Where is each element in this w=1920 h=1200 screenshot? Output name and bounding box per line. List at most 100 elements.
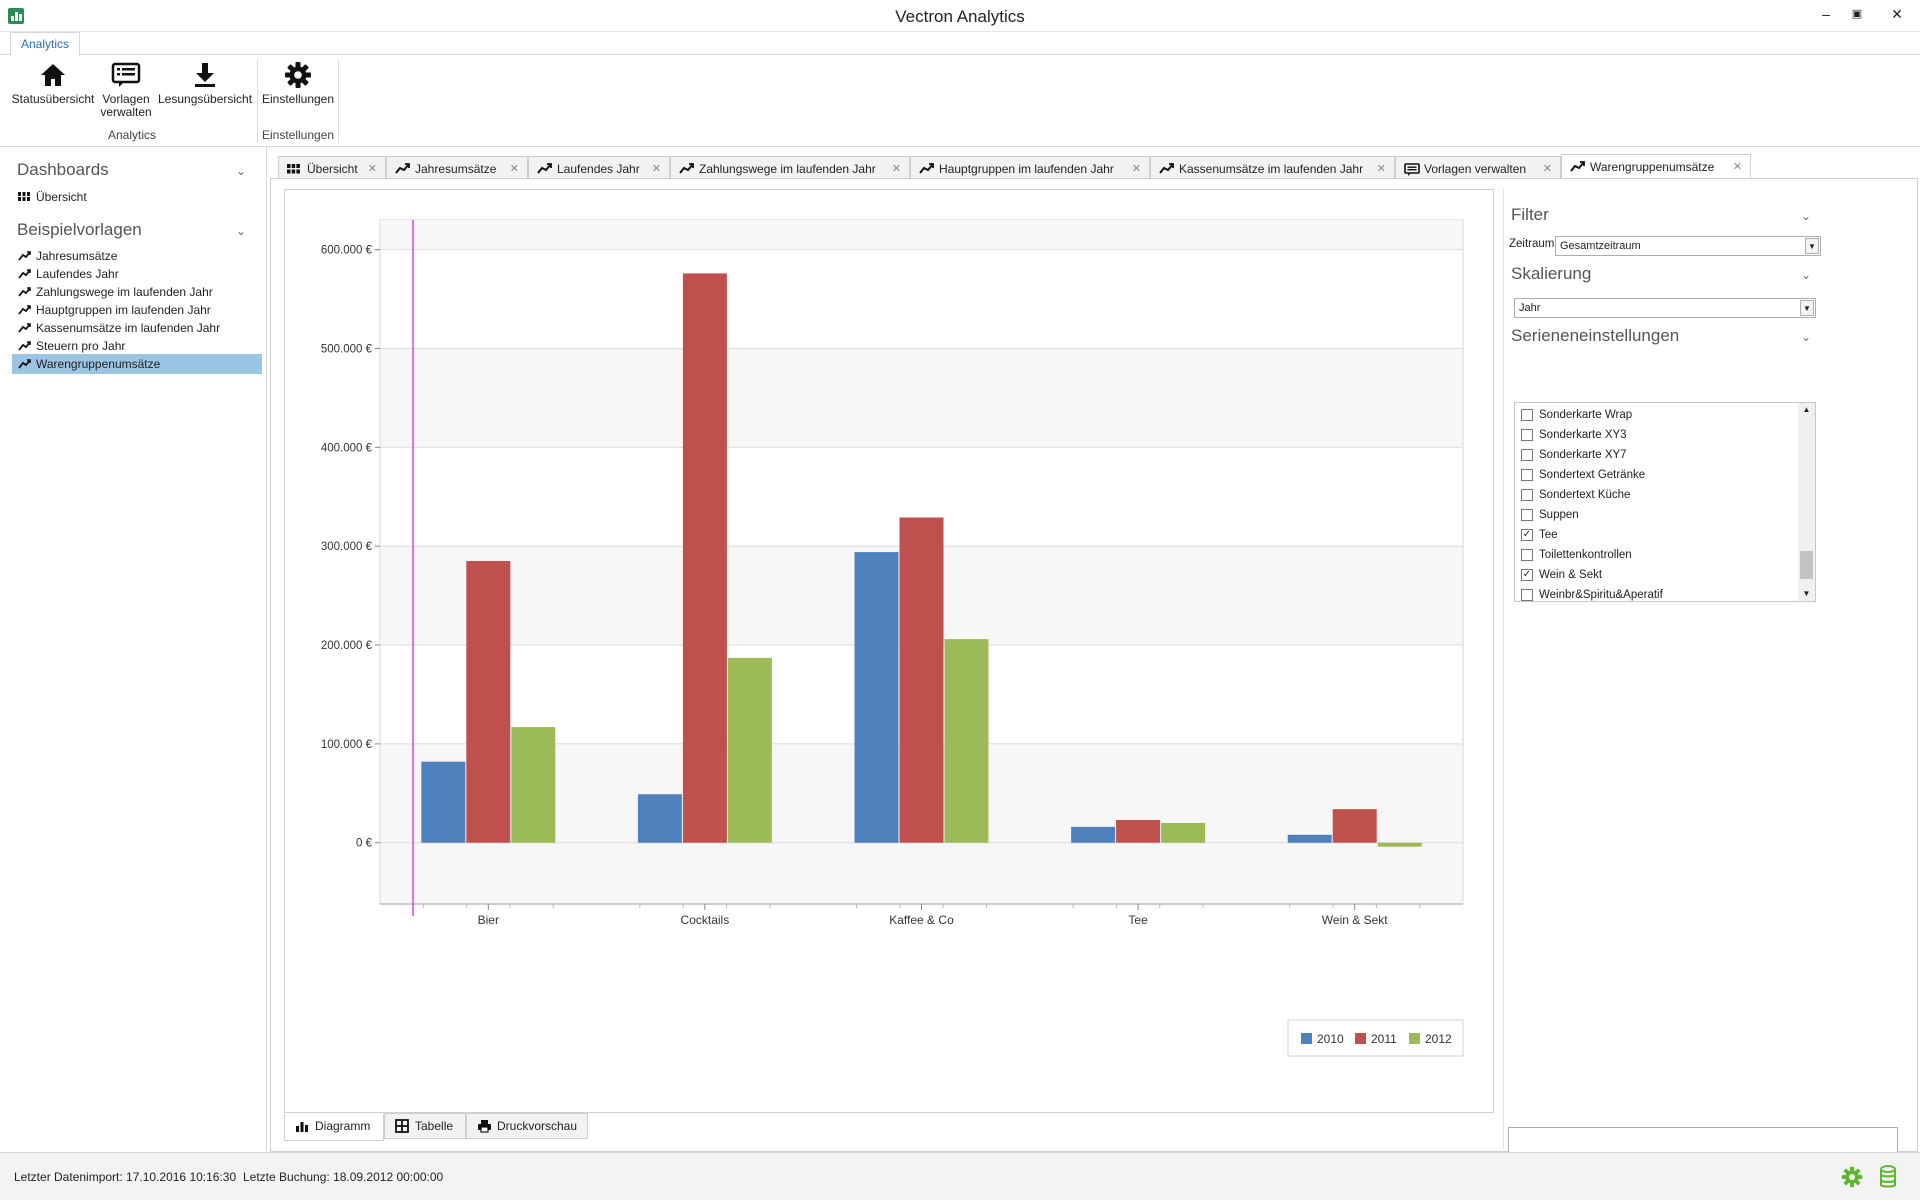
checkbox[interactable] [1521, 449, 1533, 461]
series-item[interactable]: Suppen [1521, 505, 1579, 525]
chevron-down-icon[interactable]: ⌄ [1801, 330, 1812, 344]
series-scrollbar[interactable]: ▲ ▼ [1798, 403, 1815, 601]
restore-button[interactable]: ▣ [1851, 8, 1863, 20]
ribbon-tab-analytics[interactable]: Analytics [10, 32, 80, 56]
tab-tabelle[interactable]: Tabelle [384, 1113, 466, 1139]
series-item[interactable]: Sondertext Küche [1521, 485, 1630, 505]
close-icon[interactable]: ✕ [1376, 163, 1386, 175]
checkbox[interactable] [1521, 509, 1533, 521]
checkbox[interactable] [1521, 489, 1533, 501]
navigation-panel: Dashboards ⌄ Übersicht Beispielvorlagen … [0, 147, 267, 1152]
series-item[interactable]: Sonderkarte XY7 [1521, 445, 1627, 465]
tab-document[interactable]: Zahlungswege im laufenden Jahr ✕ [670, 156, 910, 182]
series-item[interactable]: ✓ Tee [1521, 525, 1558, 545]
bar[interactable] [899, 517, 944, 843]
legend-swatch [1355, 1033, 1366, 1044]
series-item-label: Weinbr&Spiritu&Aperatif [1539, 589, 1663, 601]
legend [1287, 1019, 1464, 1057]
nav-item-template[interactable]: Laufendes Jahr [12, 264, 262, 284]
minimize-button[interactable]: – [1822, 6, 1830, 22]
bar[interactable] [1116, 819, 1161, 843]
series-item[interactable]: Sondertext Getränke [1521, 465, 1645, 485]
checkbox[interactable] [1521, 549, 1533, 561]
bar[interactable] [511, 727, 556, 843]
bar[interactable] [727, 657, 772, 843]
nav-item-template[interactable]: Steuern pro Jahr [12, 336, 262, 356]
chevron-up-icon[interactable]: ▲ [1802, 405, 1811, 414]
nav-item-template[interactable]: Warengruppenumsätze [12, 354, 262, 374]
bar[interactable] [1332, 809, 1377, 843]
tab-document[interactable]: Kassenumsätze im laufenden Jahr ✕ [1150, 156, 1395, 182]
bar[interactable] [1071, 826, 1116, 843]
nav-item-template[interactable]: Kassenumsätze im laufenden Jahr [12, 318, 262, 338]
chevron-down-icon[interactable]: ⌄ [236, 164, 247, 178]
series-item[interactable]: ✓ Wein & Sekt [1521, 565, 1602, 585]
scrollbar-thumb[interactable] [1800, 551, 1813, 579]
tab-document[interactable]: Warengruppenumsätze ✕ [1561, 154, 1751, 182]
series-item[interactable]: Weinbr&Spiritu&Aperatif [1521, 585, 1663, 601]
tab-document[interactable]: Übersicht ✕ [278, 156, 386, 182]
close-icon[interactable]: ✕ [1542, 163, 1552, 175]
bar[interactable] [421, 761, 466, 843]
series-item[interactable]: Sonderkarte Wrap [1521, 405, 1632, 425]
close-icon[interactable]: ✕ [509, 163, 519, 175]
bar[interactable] [854, 552, 899, 843]
zeitraum-select[interactable]: Gesamtzeitraum ▼ [1555, 236, 1821, 256]
filter-header[interactable]: Filter [1511, 205, 1549, 224]
search-input[interactable] [1508, 1127, 1898, 1155]
close-icon[interactable]: ✕ [367, 163, 377, 175]
bar[interactable] [1287, 834, 1332, 843]
skalierung-header[interactable]: Skalierung [1511, 264, 1592, 283]
bar[interactable] [637, 794, 682, 843]
statusuebersicht-label: Statusübersicht [11, 92, 95, 106]
checkbox[interactable] [1521, 429, 1533, 441]
beispielvorlagen-header[interactable]: Beispielvorlagen [17, 220, 142, 239]
tab-document[interactable]: Jahresumsätze ✕ [386, 156, 528, 182]
chevron-down-icon[interactable]: ⌄ [236, 224, 247, 238]
nav-item-uebersicht[interactable]: Übersicht [12, 186, 262, 208]
close-icon[interactable]: ✕ [651, 163, 661, 175]
statusuebersicht-button[interactable]: Statusübersicht [10, 61, 96, 106]
legend-label: 2012 [1425, 1032, 1452, 1046]
dashboards-header[interactable]: Dashboards [17, 160, 109, 179]
chevron-down-icon[interactable]: ▼ [1802, 589, 1811, 598]
bar[interactable] [682, 273, 727, 843]
bar-chart[interactable]: 0 € 100.000 € 200.000 € 300.000 € 400.000 € 5… [285, 190, 1493, 1112]
close-button[interactable]: ✕ [1891, 6, 1903, 22]
lesungsuebersicht-button[interactable]: Lesungsübersicht [158, 61, 252, 106]
tab-document[interactable]: Vorlagen verwalten ✕ [1395, 156, 1561, 182]
tab-document[interactable]: Hauptgruppen im laufenden Jahr ✕ [910, 156, 1150, 182]
chevron-down-icon[interactable]: ⌄ [1801, 209, 1812, 223]
checkbox-checked[interactable]: ✓ [1521, 569, 1533, 581]
title-bar: Vectron Analytics – ▣ ✕ [0, 0, 1920, 32]
gear-icon[interactable] [1841, 1166, 1863, 1188]
checkbox[interactable] [1521, 589, 1533, 601]
bar[interactable] [1377, 842, 1422, 847]
bar[interactable] [1161, 822, 1206, 843]
bar[interactable] [944, 639, 989, 843]
series-item[interactable]: Toilettenkontrollen [1521, 545, 1632, 565]
series-item[interactable]: Sonderkarte XY3 [1521, 425, 1627, 445]
tab-label: Kassenumsätze im laufenden Jahr [1179, 162, 1364, 176]
vorlagen-verwalten-button[interactable]: Vorlagen verwalten [98, 61, 154, 119]
zeitraum-label: Zeitraum [1509, 238, 1555, 250]
trend-icon [1159, 163, 1174, 174]
nav-item-template[interactable]: Zahlungswege im laufenden Jahr [12, 282, 262, 302]
nav-item-template[interactable]: Hauptgruppen im laufenden Jahr [12, 300, 262, 320]
tab-diagramm[interactable]: Diagramm [284, 1113, 384, 1141]
close-icon[interactable]: ✕ [891, 163, 901, 175]
tab-druckvorschau[interactable]: Druckvorschau [466, 1113, 588, 1139]
serieneinstellungen-header[interactable]: Serieneneinstellungen [1511, 326, 1680, 345]
nav-item-template[interactable]: Jahresumsätze [12, 246, 262, 266]
bar[interactable] [466, 561, 511, 843]
checkbox[interactable] [1521, 409, 1533, 421]
einstellungen-button[interactable]: Einstellungen [260, 61, 336, 106]
close-icon[interactable]: ✕ [1732, 161, 1742, 173]
tab-document[interactable]: Laufendes Jahr ✕ [528, 156, 670, 182]
checkbox-checked[interactable]: ✓ [1521, 529, 1533, 541]
close-icon[interactable]: ✕ [1131, 163, 1141, 175]
checkbox[interactable] [1521, 469, 1533, 481]
chevron-down-icon[interactable]: ⌄ [1801, 268, 1812, 282]
skalierung-select[interactable]: Jahr ▼ [1514, 298, 1816, 318]
database-icon[interactable] [1879, 1165, 1897, 1189]
